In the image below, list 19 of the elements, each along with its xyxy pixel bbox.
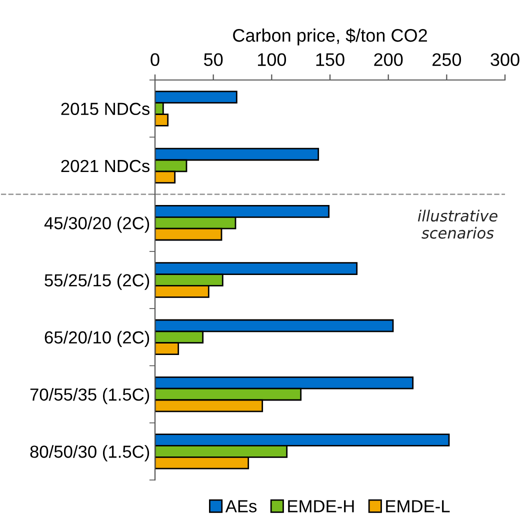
- x-tick-label: 150: [316, 53, 344, 66]
- legend-label: EMDE-L: [386, 500, 450, 512]
- legend-label: EMDE-H: [288, 500, 354, 512]
- x-tick-label: 300: [490, 53, 520, 66]
- y-tick-label: 45/30/20 (2C): [44, 216, 150, 233]
- y-tick-label: 2015 NDCs: [61, 102, 150, 116]
- y-tick-label: 55/25/15 (2C): [44, 274, 150, 290]
- x-axis-title: Carbon price, $/ton CO2: [233, 28, 427, 46]
- y-tick-label: 2021 NDCs: [61, 160, 150, 172]
- y-tick-label: 70/55/35 (1.5C): [30, 388, 150, 404]
- x-tick-label: 100: [258, 53, 286, 66]
- x-tick-label: 200: [374, 53, 403, 66]
- x-tick-label: 50: [204, 53, 223, 66]
- y-tick-label: 65/20/10 (2C): [44, 330, 150, 348]
- annotation: illustrative scenarios: [418, 210, 498, 239]
- legend-label: AEs: [225, 500, 257, 512]
- x-tick-label: 0: [150, 53, 160, 66]
- y-tick-label: 80/50/30 (1.5C): [30, 445, 150, 462]
- x-tick-label: 250: [432, 53, 462, 66]
